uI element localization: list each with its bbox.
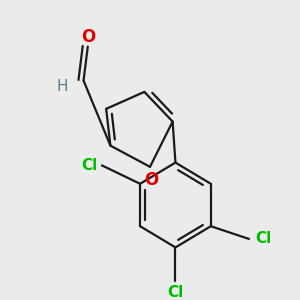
- Text: H: H: [57, 79, 68, 94]
- Text: Cl: Cl: [81, 158, 97, 173]
- Text: Cl: Cl: [167, 285, 184, 300]
- Text: O: O: [81, 28, 95, 46]
- Text: Cl: Cl: [255, 231, 271, 246]
- Text: O: O: [144, 170, 158, 188]
